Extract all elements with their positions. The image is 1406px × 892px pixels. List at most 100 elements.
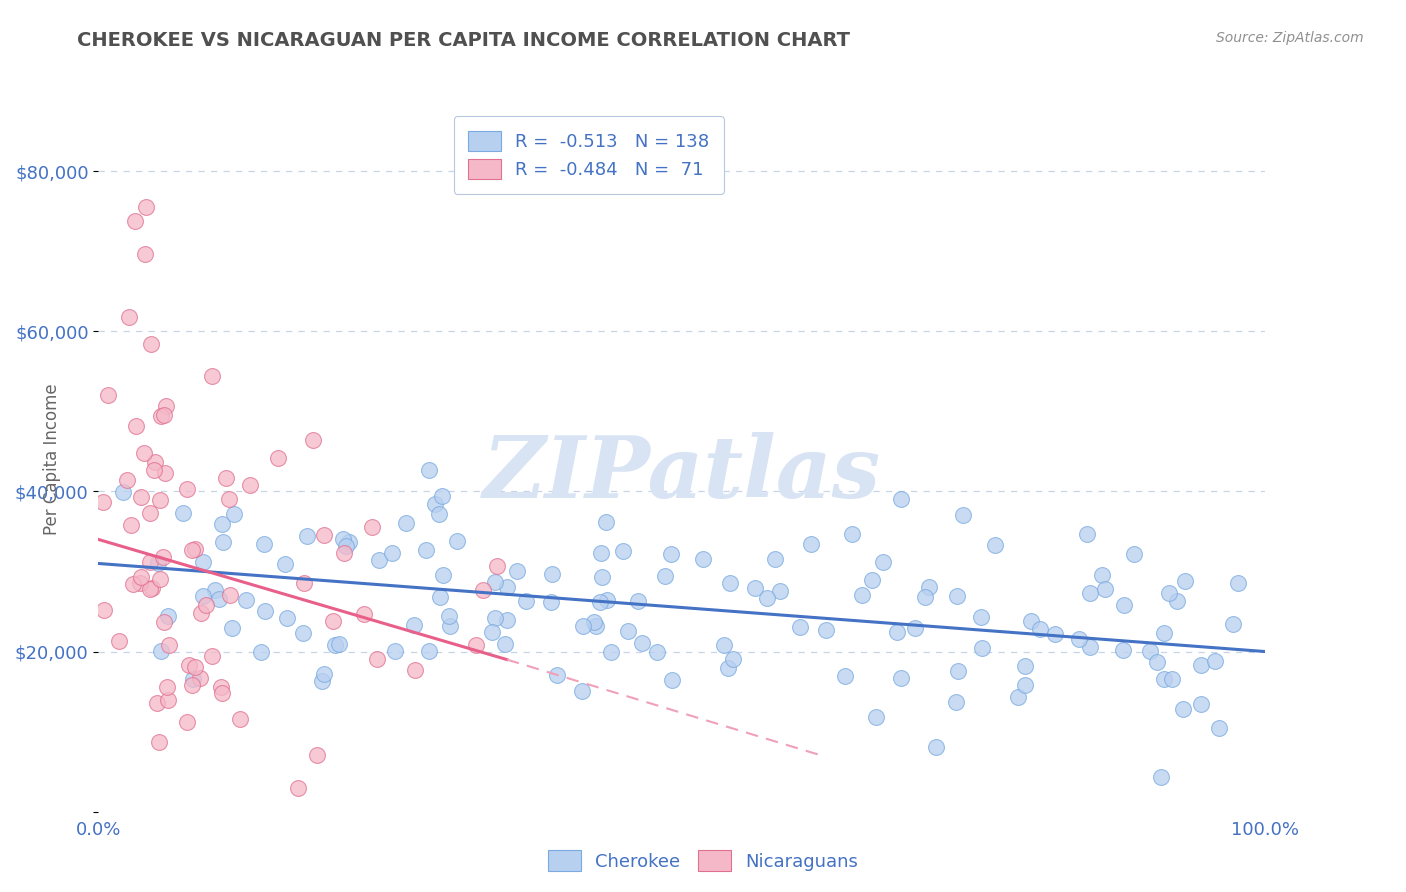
Point	[717, 661, 740, 675]
Point	[659, 547, 682, 561]
Point	[970, 640, 993, 655]
Point	[481, 624, 503, 639]
Point	[156, 680, 179, 694]
Point	[150, 643, 173, 657]
Point	[484, 575, 506, 590]
Point	[1171, 702, 1194, 716]
Point	[404, 663, 426, 677]
Point	[368, 553, 391, 567]
Point	[654, 569, 676, 583]
Point	[582, 615, 605, 629]
Point	[253, 536, 276, 550]
Point	[446, 533, 468, 548]
Point	[149, 572, 172, 586]
Point	[571, 683, 593, 698]
Point	[948, 664, 970, 678]
Point	[1069, 632, 1091, 647]
Point	[188, 672, 211, 686]
Point	[851, 589, 873, 603]
Point	[1208, 721, 1230, 735]
Point	[430, 489, 453, 503]
Point	[129, 576, 152, 591]
Point	[1174, 574, 1197, 589]
Point	[118, 310, 141, 324]
Point	[153, 408, 176, 422]
Point	[591, 569, 613, 583]
Point	[755, 591, 778, 605]
Point	[121, 576, 143, 591]
Point	[181, 672, 204, 686]
Point	[515, 594, 537, 608]
Point	[273, 557, 295, 571]
Point	[432, 568, 454, 582]
Point	[312, 667, 335, 681]
Point	[184, 542, 207, 557]
Point	[112, 485, 135, 500]
Point	[181, 542, 204, 557]
Point	[124, 213, 146, 227]
Point	[890, 491, 912, 506]
Point	[585, 619, 607, 633]
Point	[172, 506, 194, 520]
Point	[190, 606, 212, 620]
Point	[157, 638, 180, 652]
Point	[589, 546, 612, 560]
Point	[129, 569, 152, 583]
Point	[1014, 659, 1036, 673]
Point	[1160, 672, 1182, 686]
Text: ZIPatlas: ZIPatlas	[482, 432, 882, 516]
Point	[152, 550, 174, 565]
Point	[155, 399, 177, 413]
Legend: Cherokee, Nicaraguans: Cherokee, Nicaraguans	[541, 843, 865, 879]
Point	[153, 467, 176, 481]
Point	[292, 576, 315, 591]
Point	[201, 648, 224, 663]
Point	[439, 609, 461, 624]
Point	[135, 201, 157, 215]
Point	[193, 555, 215, 569]
Point	[415, 543, 437, 558]
Point	[218, 492, 240, 507]
Point	[860, 574, 883, 588]
Point	[815, 623, 838, 637]
Text: Per Capita Income: Per Capita Income	[42, 384, 60, 535]
Point	[353, 607, 375, 621]
Point	[1123, 547, 1146, 561]
Point	[221, 621, 243, 635]
Point	[439, 618, 461, 632]
Point	[872, 555, 894, 569]
Point	[125, 419, 148, 434]
Point	[589, 594, 612, 608]
Point	[132, 446, 155, 460]
Point	[1166, 594, 1188, 608]
Point	[295, 529, 318, 543]
Point	[115, 473, 138, 487]
Point	[595, 516, 617, 530]
Point	[1159, 586, 1181, 600]
Point	[335, 540, 357, 554]
Point	[157, 609, 180, 624]
Point	[322, 614, 344, 628]
Point	[211, 517, 233, 532]
Point	[120, 517, 142, 532]
Point	[91, 495, 114, 509]
Point	[1112, 642, 1135, 657]
Point	[276, 611, 298, 625]
Point	[212, 534, 235, 549]
Point	[834, 669, 856, 683]
Point	[176, 715, 198, 730]
Point	[1189, 697, 1212, 711]
Point	[890, 671, 912, 685]
Point	[184, 660, 207, 674]
Point	[191, 589, 214, 603]
Point	[134, 247, 156, 261]
Point	[540, 595, 562, 609]
Point	[546, 668, 568, 682]
Point	[765, 552, 787, 566]
Point	[429, 591, 451, 605]
Point	[970, 610, 993, 624]
Point	[423, 497, 446, 511]
Point	[209, 680, 232, 694]
Point	[983, 538, 1005, 552]
Point	[208, 592, 231, 607]
